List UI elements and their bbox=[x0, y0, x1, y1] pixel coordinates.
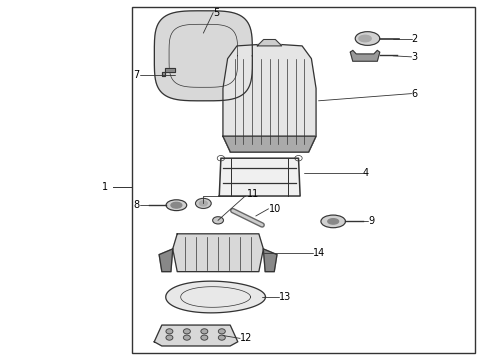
Circle shape bbox=[166, 335, 173, 340]
Circle shape bbox=[219, 335, 225, 340]
Polygon shape bbox=[173, 234, 264, 272]
Ellipse shape bbox=[213, 217, 223, 224]
Text: 14: 14 bbox=[313, 248, 325, 258]
Circle shape bbox=[219, 329, 225, 334]
Text: 6: 6 bbox=[412, 89, 417, 99]
Polygon shape bbox=[223, 44, 316, 152]
Text: 1: 1 bbox=[102, 182, 108, 192]
Text: 2: 2 bbox=[412, 33, 418, 44]
Circle shape bbox=[201, 335, 208, 340]
Circle shape bbox=[183, 329, 190, 334]
Polygon shape bbox=[154, 11, 252, 101]
Text: 7: 7 bbox=[133, 69, 140, 80]
Text: 9: 9 bbox=[368, 216, 374, 226]
Ellipse shape bbox=[359, 35, 371, 42]
Text: 4: 4 bbox=[363, 168, 368, 178]
Polygon shape bbox=[166, 281, 266, 313]
Text: 13: 13 bbox=[279, 292, 292, 302]
Ellipse shape bbox=[199, 201, 207, 206]
Text: 5: 5 bbox=[213, 8, 220, 18]
Polygon shape bbox=[257, 40, 282, 46]
Text: 11: 11 bbox=[247, 189, 260, 199]
Bar bbox=[132, 7, 475, 353]
Text: 8: 8 bbox=[133, 200, 140, 210]
Polygon shape bbox=[159, 249, 173, 272]
Polygon shape bbox=[264, 249, 277, 272]
Circle shape bbox=[201, 329, 208, 334]
Ellipse shape bbox=[171, 202, 182, 208]
Polygon shape bbox=[350, 50, 380, 61]
Text: 10: 10 bbox=[269, 204, 281, 214]
Circle shape bbox=[183, 335, 190, 340]
Circle shape bbox=[166, 329, 173, 334]
Polygon shape bbox=[154, 325, 238, 346]
Polygon shape bbox=[162, 68, 175, 76]
Text: 3: 3 bbox=[412, 52, 417, 62]
Polygon shape bbox=[223, 136, 316, 152]
Ellipse shape bbox=[355, 32, 380, 45]
Ellipse shape bbox=[166, 200, 187, 211]
Ellipse shape bbox=[196, 198, 211, 208]
Ellipse shape bbox=[328, 219, 339, 224]
Ellipse shape bbox=[321, 215, 345, 228]
Text: 12: 12 bbox=[240, 333, 252, 343]
Polygon shape bbox=[220, 158, 300, 196]
